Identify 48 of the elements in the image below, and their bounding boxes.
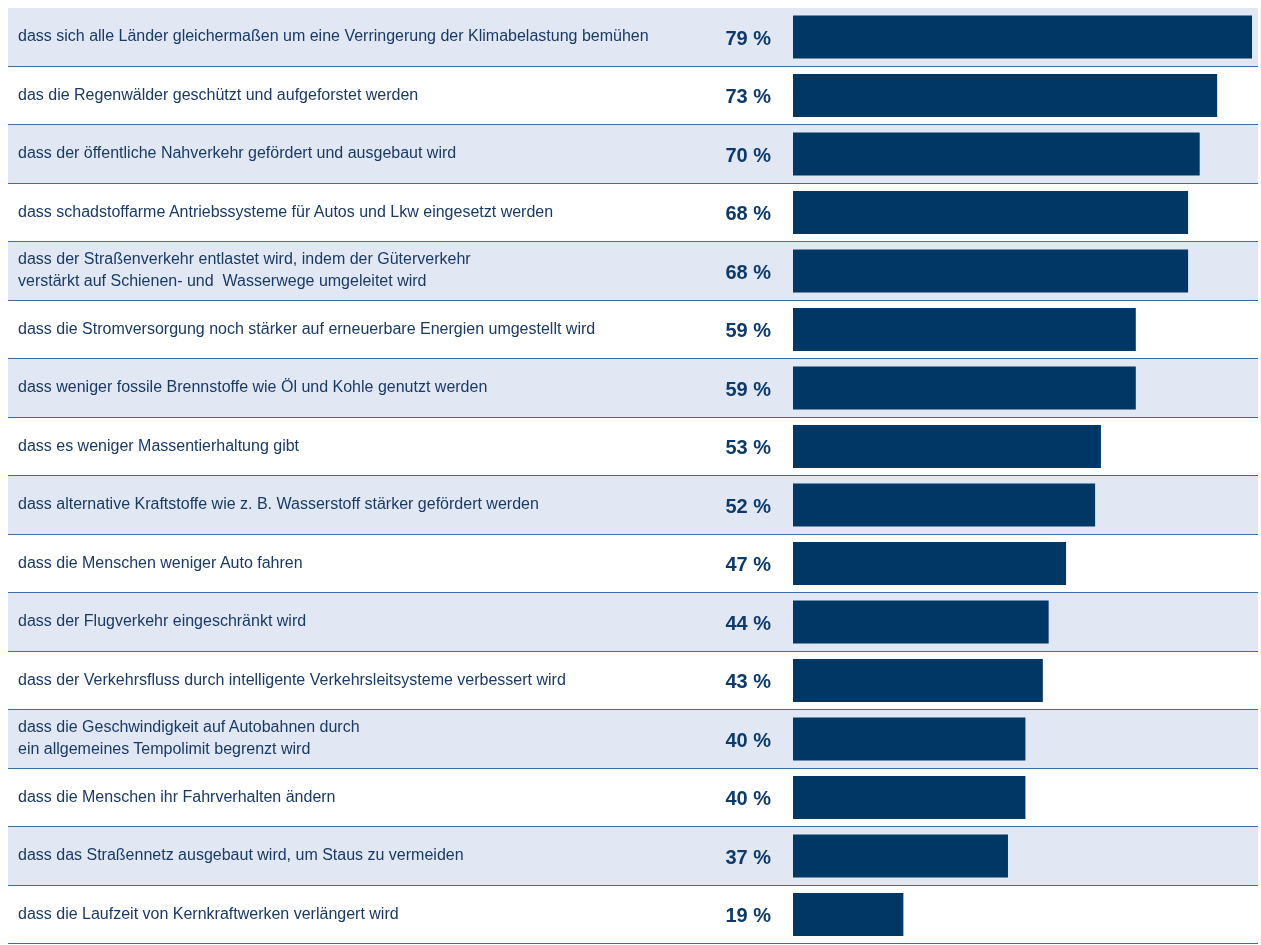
y-tick-label: dass schadstoffarme Antriebssysteme für Autos und Lkw eingesetzt werden [18, 202, 554, 220]
data-label: 73 % [725, 85, 772, 108]
bar [793, 483, 1096, 527]
data-label: 40 % [725, 787, 772, 810]
bar [793, 659, 1043, 703]
data-label: 47 % [725, 553, 772, 576]
bar [793, 776, 1026, 820]
data-label: 44 % [725, 611, 772, 634]
data-label: 40 % [725, 728, 772, 751]
bar [793, 191, 1189, 235]
bar [793, 717, 1026, 761]
data-label: 59 % [725, 319, 772, 342]
y-tick-label: dass die Geschwindigkeit auf Autobahnen durch ein allgemeines Tempolimit begrenzt wird [18, 718, 360, 758]
y-tick-label: dass die Menschen weniger Auto fahren [18, 553, 303, 571]
bar [793, 600, 1049, 644]
y-tick-label: dass alternative Kraftstoffe wie z. B. Wasserstoff stärker gefördert werden [18, 495, 539, 513]
y-tick-label: dass der öffentliche Nahverkehr gefördert und ausgebaut wird [18, 144, 457, 162]
bar [793, 132, 1200, 176]
data-label: 70 % [725, 143, 772, 166]
bar [793, 893, 904, 937]
bar [793, 425, 1101, 469]
y-tick-label: dass die Stromversorgung noch stärker auf erneuerbare Energien umgestellt wird [18, 319, 596, 337]
bar [793, 74, 1218, 118]
data-label: 68 % [725, 202, 772, 225]
y-tick-label: dass sich alle Länder gleichermaßen um eine Verringerung der Klimabelastung bemühen [18, 27, 649, 45]
y-tick-label: dass weniger fossile Brennstoffe wie Öl und Kohle genutzt werden [18, 378, 488, 396]
data-label: 68 % [725, 260, 772, 283]
bar [793, 542, 1067, 586]
y-tick-label: das die Regenwälder geschützt und aufgeforstet werden [18, 85, 419, 103]
bar [793, 308, 1136, 352]
data-label: 19 % [725, 904, 772, 927]
data-label: 43 % [725, 670, 772, 693]
y-tick-label: dass der Straßenverkehr entlastet wird, indem der Güterverkehr verstärkt auf Schienen- und Wasserwege umgeleitet wird [18, 250, 472, 290]
bar [793, 15, 1252, 59]
data-label: 79 % [725, 26, 772, 49]
y-tick-label: dass es weniger Massentierhaltung gibt [18, 436, 300, 454]
y-tick-label: dass der Flugverkehr eingeschränkt wird [18, 612, 307, 630]
data-label: 53 % [725, 436, 772, 459]
bar [793, 834, 1008, 878]
y-tick-label: dass das Straßennetz ausgebaut wird, um Staus zu vermeiden [18, 846, 464, 864]
data-label: 37 % [725, 845, 772, 868]
y-tick-label: dass der Verkehrsfluss durch intelligente Verkehrsleitsysteme verbessert wird [18, 670, 566, 688]
bar [793, 366, 1136, 410]
y-tick-label: dass die Menschen ihr Fahrverhalten ändern [18, 787, 336, 805]
bar [793, 249, 1189, 293]
data-label: 59 % [725, 377, 772, 400]
y-tick-label: dass die Laufzeit von Kernkraftwerken verlängert wird [18, 904, 399, 922]
data-label: 52 % [725, 494, 772, 517]
